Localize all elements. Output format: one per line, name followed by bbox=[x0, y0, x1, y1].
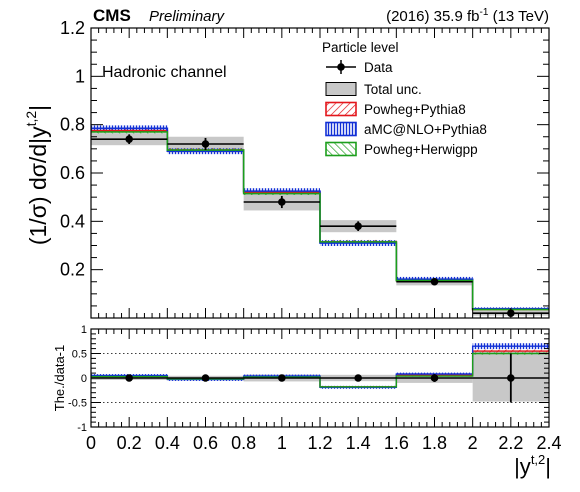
amcatnlo-pythia8-legend-swatch bbox=[325, 121, 357, 137]
y-axis-label: (1/σ) dσ/d|yt,2| bbox=[23, 105, 51, 245]
x-tick-label: 0.6 bbox=[193, 433, 218, 453]
channel-label: Hadronic channel bbox=[102, 64, 227, 81]
ratio-data-point bbox=[201, 374, 210, 382]
x-tick-label: 0.4 bbox=[155, 433, 180, 453]
y-tick-label: 0.6 bbox=[60, 163, 85, 183]
y-tick-label: 0.2 bbox=[60, 260, 85, 280]
legend: Particle level Data Total unc. Powheg+Pyth… bbox=[322, 40, 487, 157]
legend-total-unc-swatch bbox=[325, 82, 357, 96]
legend-label-powheg-pythia8: Powheg+Pythia8 bbox=[364, 102, 466, 117]
lumi-label: (2016) 35.9 fb-1 (13 TeV) bbox=[386, 7, 549, 25]
legend-title: Particle level bbox=[322, 40, 399, 55]
ratio-data-point bbox=[507, 374, 515, 382]
x-tick-label: 0 bbox=[86, 433, 96, 453]
legend-label-total-unc: Total unc. bbox=[364, 82, 422, 97]
x-tick-label: 1.4 bbox=[346, 433, 371, 453]
x-tick-label: 1 bbox=[277, 433, 287, 453]
preliminary-label: Preliminary bbox=[149, 8, 226, 25]
data-point bbox=[278, 198, 286, 206]
ratio-data-point bbox=[125, 374, 133, 382]
data-point bbox=[125, 135, 133, 143]
legend-data-marker bbox=[337, 63, 345, 71]
x-axis-label: |yt,2| bbox=[514, 452, 551, 479]
ratio-data-point bbox=[430, 374, 439, 382]
ratio-y-tick-label: 0 bbox=[81, 373, 87, 385]
ratio-y-tick-label: -1 bbox=[77, 422, 87, 434]
data-point bbox=[354, 222, 362, 230]
ratio-plot-area: -1 -0.5 0 0.5 1 0 0.2 0.4 0.6 0.8 1 1.2 1.4 1.6 1.8 2 2.… bbox=[68, 324, 561, 453]
data-point bbox=[201, 140, 210, 148]
powheg-herwigpp-line bbox=[91, 131, 549, 311]
legend-label-powheg-herwigpp: Powheg+Herwigpp bbox=[364, 142, 478, 157]
x-tick-label: 0.8 bbox=[231, 433, 256, 453]
y-tick-label: 1.2 bbox=[60, 18, 85, 38]
y-tick-label: 0.8 bbox=[60, 115, 85, 135]
ratio-y-tick-label: 1 bbox=[81, 324, 87, 336]
x-tick-label: 1.2 bbox=[307, 433, 332, 453]
cms-label: CMS bbox=[93, 6, 131, 25]
ratio-y-tick-label: 0.5 bbox=[72, 349, 87, 361]
x-tick-label: 1.8 bbox=[422, 433, 447, 453]
powheg-herwigpp-legend-swatch bbox=[325, 141, 357, 157]
ratio-data-point bbox=[354, 374, 362, 382]
x-tick-label: 2 bbox=[468, 433, 478, 453]
ratio-data-point bbox=[278, 374, 286, 382]
x-tick-label: 0.2 bbox=[117, 433, 142, 453]
main-plot-area: 0.2 0.4 0.6 0.8 1 1.2 bbox=[60, 18, 550, 319]
x-tick-label: 2.2 bbox=[498, 433, 523, 453]
y-tick-label: 0.4 bbox=[60, 211, 85, 231]
ratio-y-tick-label: -0.5 bbox=[68, 398, 87, 410]
legend-label-data: Data bbox=[364, 60, 393, 75]
data-point bbox=[430, 277, 439, 286]
x-tick-label: 2.4 bbox=[536, 433, 561, 453]
x-tick-label: 1.6 bbox=[384, 433, 409, 453]
legend-label-amcatnlo-pythia8: aMC@NLO+Pythia8 bbox=[364, 122, 487, 137]
ratio-y-axis-label: The./data-1 bbox=[52, 345, 67, 412]
y-tick-label: 1 bbox=[75, 66, 85, 86]
powheg-pythia8-legend-swatch bbox=[325, 101, 357, 117]
